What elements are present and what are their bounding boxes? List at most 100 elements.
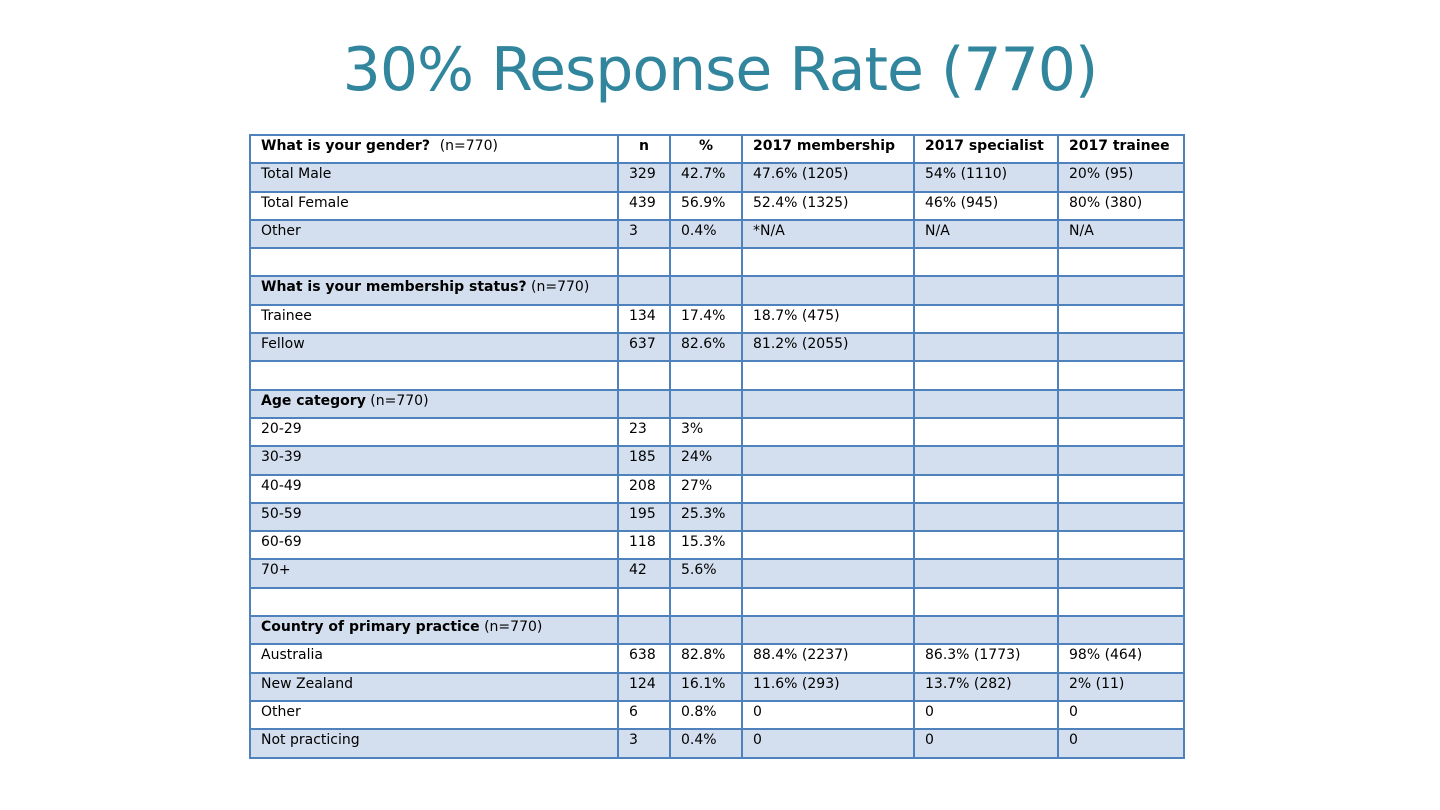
empty-cell (669, 275, 743, 306)
empty-cell (913, 501, 1059, 533)
empty-cell (617, 275, 671, 306)
row-specialist (913, 303, 1059, 335)
row-label: Fellow (249, 332, 619, 363)
empty-cell (913, 473, 1059, 504)
table-row: 30-39 185 24% (249, 445, 1185, 476)
row-membership: 47.6% (1205) (741, 162, 915, 193)
spacer-row (249, 247, 1185, 278)
row-pct: 82.8% (669, 643, 743, 674)
table-row: Other 3 0.4% *N/A N/A N/A (249, 218, 1185, 250)
row-trainee: N/A (1057, 218, 1185, 250)
empty-cell (617, 247, 671, 278)
row-label: Australia (249, 643, 619, 674)
row-trainee: 80% (380) (1057, 190, 1185, 221)
empty-cell (913, 247, 1059, 278)
row-pct: 0.4% (669, 728, 743, 759)
empty-cell (913, 558, 1059, 589)
table-row: 70+ 42 5.6% (249, 558, 1185, 589)
empty-cell (669, 360, 743, 391)
empty-cell (913, 586, 1059, 618)
table-row: Trainee 134 17.4% 18.7% (475) (249, 303, 1185, 335)
row-n: 42 (617, 558, 671, 589)
row-n: 185 (617, 445, 671, 476)
empty-cell (913, 360, 1059, 391)
row-n: 439 (617, 190, 671, 221)
row-trainee: 20% (95) (1057, 162, 1185, 193)
row-pct: 15.3% (669, 530, 743, 561)
empty-cell (1057, 501, 1185, 533)
table-row: 50-59 195 25.3% (249, 501, 1185, 533)
empty-cell (1057, 586, 1185, 618)
section-n-note: (n=770) (484, 619, 543, 636)
section-heading-membership: What is your membership status? (n=770) (249, 275, 619, 306)
empty-cell (741, 247, 915, 278)
row-n: 118 (617, 530, 671, 561)
row-n: 134 (617, 303, 671, 335)
empty-cell (741, 360, 915, 391)
empty-cell (1057, 247, 1185, 278)
empty-cell (913, 416, 1059, 448)
empty-cell (249, 586, 619, 618)
section-heading-age: Age category (n=770) (249, 388, 619, 419)
empty-cell (741, 615, 915, 646)
empty-cell (913, 388, 1059, 419)
section-heading-country: Country of primary practice (n=770) (249, 615, 619, 646)
row-label: 60-69 (249, 530, 619, 561)
row-label: 50-59 (249, 501, 619, 533)
row-membership: *N/A (741, 218, 915, 250)
row-membership: 52.4% (1325) (741, 190, 915, 221)
empty-cell (617, 615, 671, 646)
row-pct: 0.4% (669, 218, 743, 250)
row-specialist: 46% (945) (913, 190, 1059, 221)
row-specialist: 0 (913, 699, 1059, 731)
row-label: Other (249, 218, 619, 250)
header-question-n: (n=770) (439, 138, 498, 154)
row-specialist: 86.3% (1773) (913, 643, 1059, 674)
row-pct: 25.3% (669, 501, 743, 533)
table-row: 60-69 118 15.3% (249, 530, 1185, 561)
row-membership: 0 (741, 699, 915, 731)
empty-cell (1057, 615, 1185, 646)
section-heading-row: What is your membership status? (n=770) (249, 275, 1185, 306)
row-pct: 24% (669, 445, 743, 476)
section-heading-text: Country of primary practice (261, 619, 480, 636)
row-pct: 5.6% (669, 558, 743, 589)
empty-cell (617, 586, 671, 618)
row-pct: 16.1% (669, 671, 743, 702)
row-label: Other (249, 699, 619, 731)
row-n: 124 (617, 671, 671, 702)
header-n: n (617, 133, 671, 165)
row-membership: 0 (741, 728, 915, 759)
table-row: Australia 638 82.8% 88.4% (2237) 86.3% (… (249, 643, 1185, 674)
row-pct: 3% (669, 416, 743, 448)
header-membership: 2017 membership (741, 133, 915, 165)
row-n: 3 (617, 218, 671, 250)
section-heading-text: What is your membership status? (261, 279, 527, 296)
row-n: 3 (617, 728, 671, 759)
row-n: 195 (617, 501, 671, 533)
row-label: 40-49 (249, 473, 619, 504)
empty-cell (913, 615, 1059, 646)
empty-cell (1057, 360, 1185, 391)
table-row: Total Male 329 42.7% 47.6% (1205) 54% (1… (249, 162, 1185, 193)
table-row: 40-49 208 27% (249, 473, 1185, 504)
row-specialist: 0 (913, 728, 1059, 759)
row-pct: 56.9% (669, 190, 743, 221)
row-label: New Zealand (249, 671, 619, 702)
header-question-text: What is your gender? (261, 138, 430, 154)
row-label: Not practicing (249, 728, 619, 759)
section-heading-row: Age category (n=770) (249, 388, 1185, 419)
empty-cell (741, 388, 915, 419)
row-trainee: 98% (464) (1057, 643, 1185, 674)
empty-cell (741, 473, 915, 504)
header-pct: % (669, 133, 743, 165)
row-label: 20-29 (249, 416, 619, 448)
header-trainee: 2017 trainee (1057, 133, 1185, 165)
empty-cell (669, 586, 743, 618)
row-label: 70+ (249, 558, 619, 589)
spacer-row (249, 586, 1185, 618)
row-label: 30-39 (249, 445, 619, 476)
empty-cell (913, 530, 1059, 561)
row-membership: 88.4% (2237) (741, 643, 915, 674)
row-specialist: 54% (1110) (913, 162, 1059, 193)
